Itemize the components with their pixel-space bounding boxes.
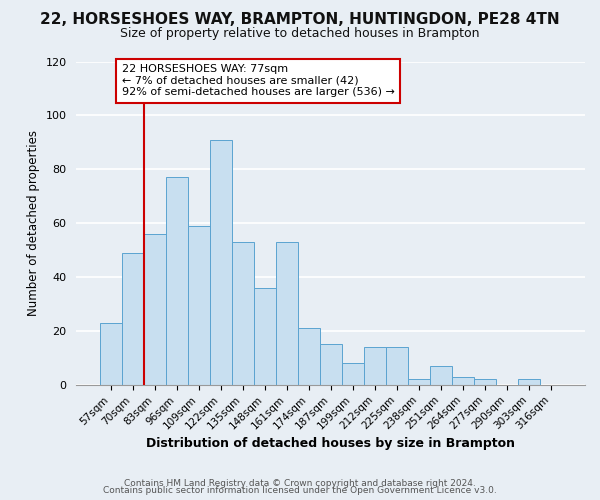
Bar bbox=[232, 242, 254, 385]
Bar bbox=[386, 347, 408, 385]
Bar bbox=[143, 234, 166, 385]
Text: 22 HORSESHOES WAY: 77sqm
← 7% of detached houses are smaller (42)
92% of semi-de: 22 HORSESHOES WAY: 77sqm ← 7% of detache… bbox=[122, 64, 394, 98]
Text: Contains HM Land Registry data © Crown copyright and database right 2024.: Contains HM Land Registry data © Crown c… bbox=[124, 478, 476, 488]
Bar bbox=[275, 242, 298, 385]
Bar bbox=[342, 364, 364, 385]
Bar bbox=[452, 377, 474, 385]
Text: 22, HORSESHOES WAY, BRAMPTON, HUNTINGDON, PE28 4TN: 22, HORSESHOES WAY, BRAMPTON, HUNTINGDON… bbox=[40, 12, 560, 28]
Bar bbox=[100, 323, 122, 385]
Text: Contains public sector information licensed under the Open Government Licence v3: Contains public sector information licen… bbox=[103, 486, 497, 495]
Bar bbox=[254, 288, 275, 385]
Bar bbox=[320, 344, 342, 385]
Text: Size of property relative to detached houses in Brampton: Size of property relative to detached ho… bbox=[120, 28, 480, 40]
Bar bbox=[166, 178, 188, 385]
Bar bbox=[122, 253, 143, 385]
Bar bbox=[188, 226, 209, 385]
Bar bbox=[364, 347, 386, 385]
Bar bbox=[209, 140, 232, 385]
X-axis label: Distribution of detached houses by size in Brampton: Distribution of detached houses by size … bbox=[146, 437, 515, 450]
Bar bbox=[518, 380, 540, 385]
Bar bbox=[298, 328, 320, 385]
Bar bbox=[474, 380, 496, 385]
Y-axis label: Number of detached properties: Number of detached properties bbox=[27, 130, 40, 316]
Bar bbox=[430, 366, 452, 385]
Bar bbox=[408, 380, 430, 385]
